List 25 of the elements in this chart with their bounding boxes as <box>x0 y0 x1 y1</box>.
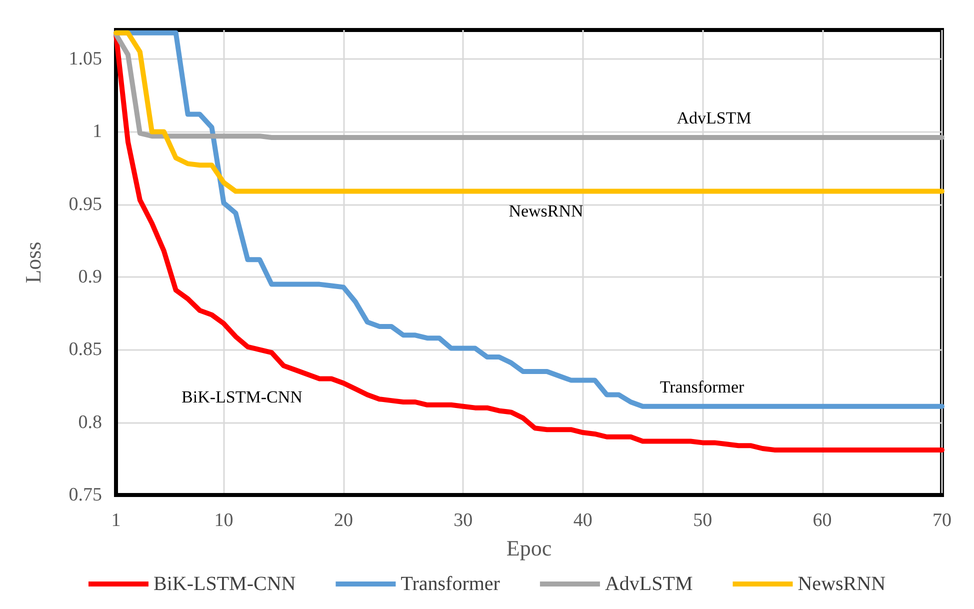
x-tick-label: 10 <box>214 510 234 531</box>
annotation: AdvLSTM <box>676 108 752 128</box>
legend-label: BiK-LSTM-CNN <box>153 573 296 595</box>
x-tick-label: 30 <box>454 510 473 531</box>
x-tick-label: 1 <box>111 510 121 531</box>
y-tick-label: 0.9 <box>78 266 102 288</box>
y-tick-label: 0.85 <box>68 339 102 360</box>
y-tick-label: 0.75 <box>68 484 102 506</box>
y-tick-label: 0.8 <box>78 412 102 433</box>
annotation: Transformer <box>660 378 745 396</box>
legend-label: NewsRNN <box>798 573 886 595</box>
y-tick-label: 0.95 <box>68 194 102 215</box>
x-tick-label: 70 <box>932 510 952 531</box>
x-tick-label: 50 <box>693 510 712 531</box>
x-axis-title: Epoc <box>506 536 552 560</box>
y-tick-label: 1.05 <box>68 48 102 70</box>
legend-label: Transformer <box>400 573 500 595</box>
annotation: NewsRNN <box>508 202 584 220</box>
annotation: BiK-LSTM-CNN <box>182 388 302 406</box>
x-tick-label: 20 <box>334 510 353 531</box>
x-tick-label: 40 <box>573 510 592 531</box>
y-tick-label: 1 <box>92 121 102 142</box>
y-axis-title: Loss <box>20 242 46 284</box>
legend-label: AdvLSTM <box>604 573 693 595</box>
x-tick-label: 60 <box>812 510 832 531</box>
